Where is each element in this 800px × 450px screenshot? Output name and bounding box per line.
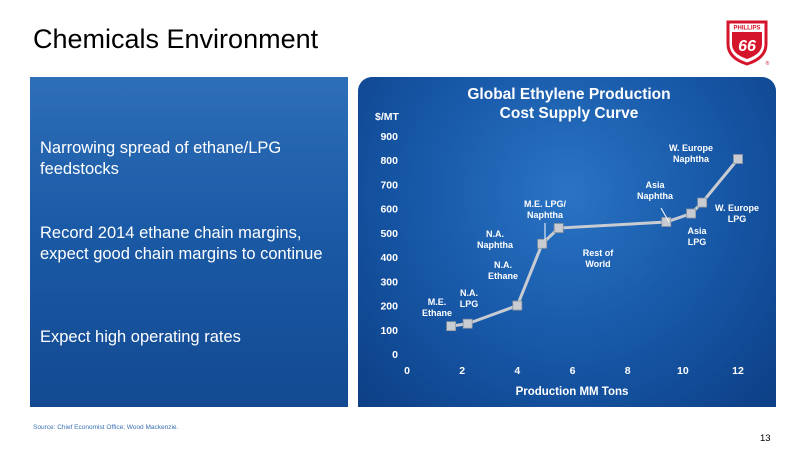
y-tick-label: 200 bbox=[380, 301, 398, 313]
page-number: 13 bbox=[760, 433, 771, 444]
annotation-label: W. Europe bbox=[715, 203, 759, 213]
bullet-panel: Narrowing spread of ethane/LPG feedstock… bbox=[30, 77, 348, 407]
x-tick-label: 4 bbox=[514, 365, 520, 377]
y-tick-label: 300 bbox=[380, 276, 398, 288]
annotation-label: Ethane bbox=[488, 271, 518, 281]
data-point-marker bbox=[446, 321, 457, 332]
y-tick-label: 0 bbox=[392, 349, 398, 361]
bullet-feedstocks: Narrowing spread of ethane/LPG feedstock… bbox=[40, 139, 282, 178]
x-tick-label: 8 bbox=[625, 365, 631, 377]
annotation-label: Naphtha bbox=[527, 210, 564, 220]
y-tick-label: 700 bbox=[380, 179, 398, 191]
annotation-label: LPG bbox=[460, 299, 479, 309]
x-axis-label: Production MM Tons bbox=[516, 386, 629, 398]
data-point-marker bbox=[512, 300, 523, 311]
chart-title-line: Cost Supply Curve bbox=[500, 105, 639, 122]
source-note: Source: Chief Economist Office; Wood Mac… bbox=[33, 424, 179, 431]
data-point-marker bbox=[462, 318, 473, 329]
annotation-label: M.E. bbox=[428, 297, 447, 307]
supply-curve-chart: Global Ethylene Production Cost Supply Cu… bbox=[375, 86, 759, 398]
data-point-marker bbox=[686, 208, 697, 219]
annotation-label: N.A. bbox=[460, 288, 478, 298]
annotation-label: Asia bbox=[687, 226, 707, 236]
y-tick-label: 500 bbox=[380, 228, 398, 240]
annotation-label: World bbox=[585, 259, 610, 269]
chart-title-line: Global Ethylene Production bbox=[467, 86, 670, 103]
x-tick-label: 2 bbox=[459, 365, 465, 377]
annotation-label: LPG bbox=[728, 214, 747, 224]
phillips-66-logo: PHILLIPS 66 ® bbox=[726, 20, 770, 66]
annotation-label: Naphtha bbox=[477, 240, 514, 250]
data-point-marker bbox=[697, 197, 708, 208]
y-tick-label: 900 bbox=[380, 131, 398, 143]
y-axis-label: $/MT bbox=[375, 111, 400, 123]
x-tick-label: 10 bbox=[677, 365, 689, 377]
y-tick-label: 400 bbox=[380, 252, 398, 264]
bullet-margins: Record 2014 ethane chain margins, expect… bbox=[40, 224, 323, 263]
y-tick-label: 100 bbox=[380, 325, 398, 337]
annotation-label: Ethane bbox=[422, 308, 452, 318]
annotation-label: LPG bbox=[688, 237, 707, 247]
data-point-marker bbox=[661, 217, 672, 227]
annotation-label: W. Europe bbox=[669, 143, 713, 153]
annotation-label: N.A. bbox=[494, 260, 512, 270]
annotation-label: Rest of bbox=[583, 248, 615, 258]
bullet-operating-rates: Expect high operating rates bbox=[40, 328, 241, 346]
y-tick-label: 800 bbox=[380, 155, 398, 167]
annotation-leader bbox=[660, 207, 670, 223]
data-point-marker bbox=[537, 238, 548, 249]
data-point-marker bbox=[553, 223, 564, 233]
annotation-label: M.E. LPG/ bbox=[524, 199, 567, 209]
logo-shield-inner bbox=[732, 32, 762, 59]
chart-panel: Global Ethylene Production Cost Supply Cu… bbox=[358, 77, 776, 407]
logo-registered-mark: ® bbox=[766, 60, 770, 66]
x-tick-label: 0 bbox=[404, 365, 410, 377]
logo-top-text: PHILLIPS bbox=[733, 26, 760, 32]
annotation-label: N.A. bbox=[486, 229, 504, 239]
annotation-label: Asia bbox=[645, 180, 665, 190]
data-point-marker bbox=[733, 154, 743, 164]
annotation-label: Naphtha bbox=[637, 191, 674, 201]
y-tick-label: 600 bbox=[380, 204, 398, 216]
logo-main-text: 66 bbox=[738, 38, 756, 55]
page-title: Chemicals Environment bbox=[33, 24, 319, 54]
x-tick-label: 6 bbox=[570, 365, 576, 377]
annotation-label: Naphtha bbox=[673, 154, 710, 164]
x-tick-label: 12 bbox=[732, 365, 744, 377]
